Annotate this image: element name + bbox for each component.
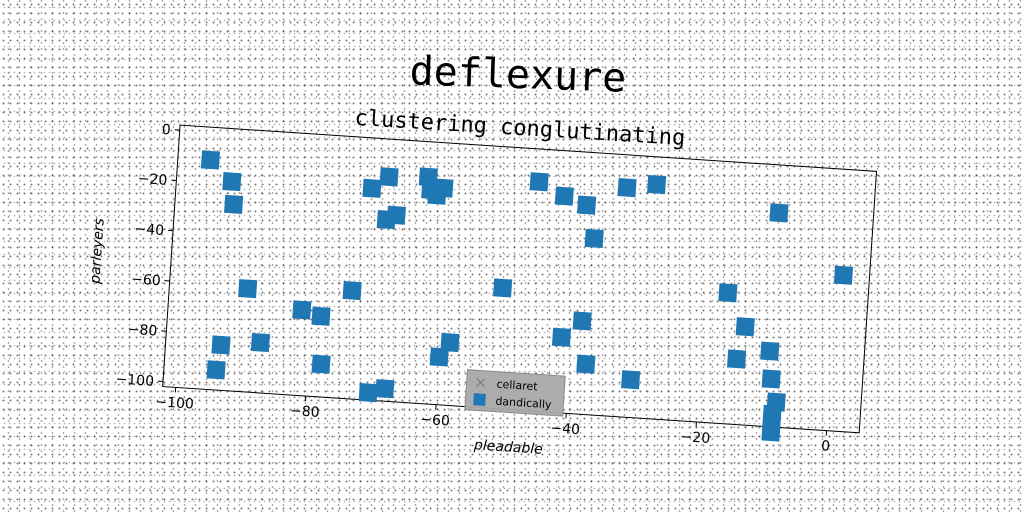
data-point — [769, 203, 789, 223]
data-point — [379, 167, 399, 187]
data-point — [311, 354, 331, 374]
chart-title: deflexure — [409, 48, 627, 102]
y-tick-label: −80 — [127, 322, 158, 340]
data-point — [429, 347, 449, 367]
data-point — [342, 280, 362, 301]
y-tick-label: −20 — [137, 171, 168, 189]
data-point — [735, 317, 755, 337]
data-point — [726, 349, 747, 369]
data-point — [434, 178, 454, 198]
legend-marker-dandically — [473, 393, 486, 406]
data-point — [529, 172, 549, 192]
data-point — [617, 178, 637, 198]
data-point — [762, 404, 782, 424]
data-point — [386, 205, 406, 225]
x-axis-label: pleadable — [473, 437, 544, 458]
data-point — [440, 332, 460, 353]
data-point — [621, 370, 641, 390]
data-point — [238, 279, 258, 299]
y-tick-label: −60 — [131, 271, 162, 289]
y-tick-label: −100 — [115, 371, 154, 390]
data-point — [647, 174, 667, 195]
y-tick-label: −40 — [134, 221, 165, 239]
data-point — [224, 194, 244, 214]
data-point — [211, 335, 231, 355]
x-tick-label: −20 — [680, 429, 711, 447]
data-point — [200, 150, 220, 170]
data-point — [761, 369, 781, 389]
data-point — [576, 354, 596, 374]
data-point — [584, 228, 604, 249]
data-point — [761, 422, 781, 442]
legend-marker-cellaret — [475, 377, 486, 388]
data-point — [292, 300, 312, 320]
data-point — [206, 360, 226, 380]
data-point — [718, 283, 738, 303]
data-point — [250, 332, 270, 353]
data-point — [551, 327, 572, 347]
data-point — [375, 379, 395, 399]
data-point — [572, 311, 592, 331]
data-point — [222, 171, 242, 192]
data-point — [493, 278, 513, 298]
data-point — [833, 265, 854, 285]
x-tick-label: −100 — [155, 394, 194, 413]
y-tick-label: 0 — [161, 122, 171, 139]
legend-label-dandically: dandically — [495, 395, 552, 412]
x-tick-label: −60 — [420, 412, 451, 430]
x-tick-label: −80 — [290, 403, 321, 421]
data-point — [362, 178, 382, 198]
chart-subtitle: clustering conglutinating — [354, 106, 686, 151]
data-point — [760, 341, 780, 361]
data-point — [358, 383, 378, 403]
data-point — [554, 186, 574, 206]
data-point — [311, 306, 331, 326]
plot-area: −100 −80 −60 −40 −20 0 0 −20 −40 −60 −80 −100 pleada… — [87, 122, 878, 458]
x-tick-label: −40 — [550, 420, 581, 438]
legend-box — [464, 369, 566, 417]
data-point — [577, 195, 597, 215]
x-tick-label: 0 — [821, 438, 831, 455]
y-axis-label: parleyers — [87, 218, 107, 286]
legend-label-cellaret: cellaret — [496, 378, 538, 394]
